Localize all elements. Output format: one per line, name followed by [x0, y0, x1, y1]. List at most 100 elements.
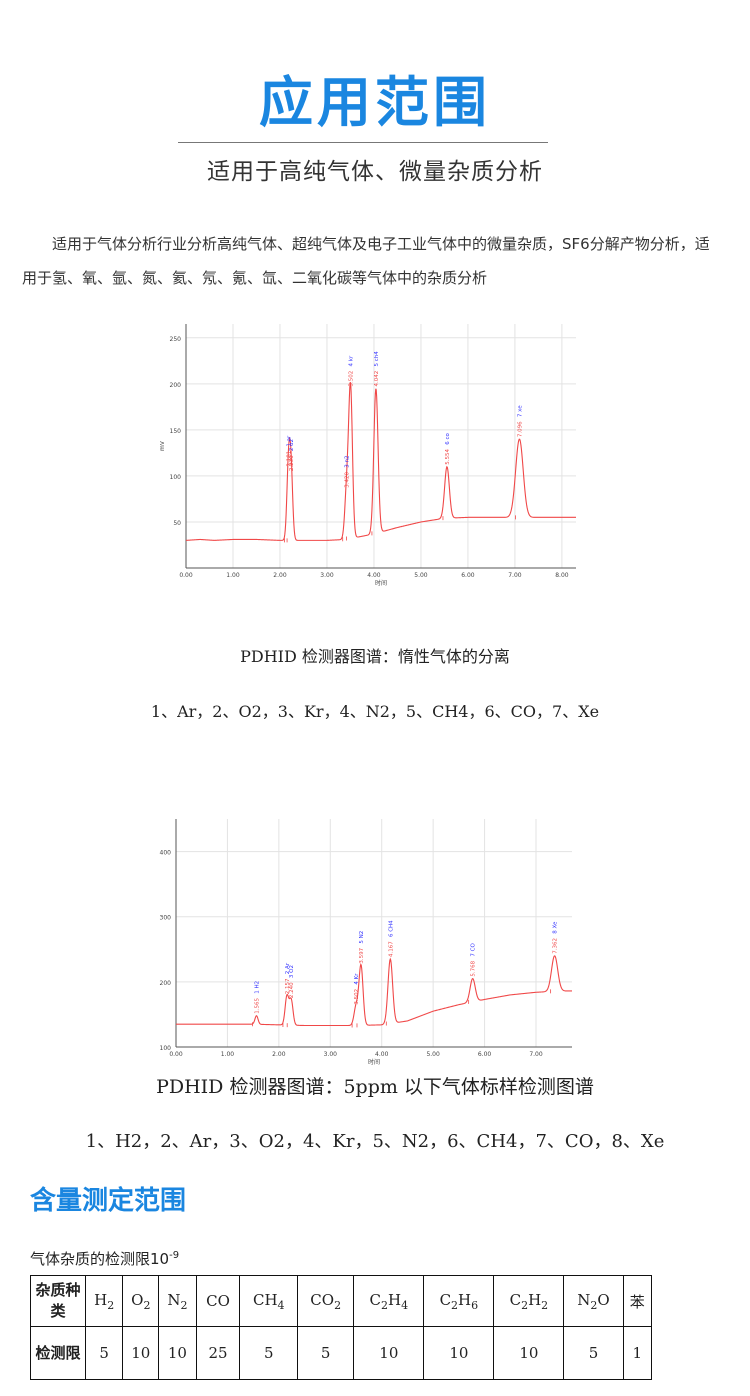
chromatogram-trace [176, 955, 572, 1027]
page-title: 应用范围 [259, 71, 491, 134]
title-divider [178, 142, 548, 143]
row-head-species: 杂质种类 [30, 1275, 86, 1327]
species-subscript: 6 [471, 1298, 479, 1312]
x-tick-label: 1.00 [226, 572, 240, 579]
x-tick-label: 7.00 [529, 1051, 543, 1058]
species-text: N [577, 1290, 591, 1309]
peak-name-label: 5 N2 [359, 931, 365, 944]
peak-name-label: 1 ar [286, 435, 292, 447]
species-subscript: 2 [451, 1298, 459, 1312]
x-tick-label: 2.00 [273, 572, 287, 579]
peak-name-label: 6 CH4 [388, 920, 394, 937]
x-tick-label: 5.00 [426, 1051, 440, 1058]
limit-cell: 5 [84, 1326, 124, 1380]
limit-cell: 5 [563, 1326, 624, 1380]
peak-name-label: 7 CO [471, 943, 477, 957]
species-text: CO [206, 1292, 230, 1310]
species-cell: CO2 [297, 1275, 355, 1327]
species-text: 苯 [629, 1292, 645, 1311]
x-tick-label: 4.00 [367, 572, 381, 579]
intro-paragraph: 适用于气体分析行业分析高纯气体、超纯气体及电子工业气体中的微量杂质，SF6分解产… [22, 235, 710, 287]
species-text: H [94, 1290, 108, 1309]
peak-rt-label: 3.597 [359, 947, 365, 963]
chromatogram-1: 50 100 150 200 250 0.00 1.00 2.00 3.00 4.00 5.00 6.… [159, 318, 580, 587]
species-cell: CH4 [239, 1275, 299, 1327]
peak-rt-label: 4.167 [388, 941, 394, 957]
table-caption-text: 气体杂质的检测限10 [30, 1250, 170, 1268]
species-subscript: 2 [334, 1298, 342, 1312]
chart2-caption: PDHID 检测器图谱：5ppm 以下气体标样检测图谱 [156, 1076, 594, 1098]
table-row-species: 杂质种类 H2 O2 N2 CO CH4 CO2 C2H4 C2H6 C2H2 N2O 苯 [30, 1275, 653, 1327]
chromatogram-2-svg: 100 200 300 400 0.00 1.00 2.00 3.00 4.00 5.00 6.00… [160, 819, 572, 1066]
species-subscript: 2 [541, 1298, 549, 1312]
peak-name-label: 1 H2 [254, 981, 260, 994]
y-tick-label: 150 [170, 428, 182, 435]
species-cell: C2H4 [353, 1275, 425, 1327]
peak-name-label: 4 kr [349, 355, 355, 366]
x-tick-label: 1.00 [221, 1051, 235, 1058]
species-text: C [509, 1290, 522, 1309]
x-tick-label: 2.00 [272, 1051, 286, 1058]
table-caption-exponent: -9 [169, 1250, 180, 1261]
peak-rt-label: 4.042 [374, 371, 380, 387]
species-cell: N2 [158, 1275, 197, 1327]
chart1-peak-list: 1、Ar，2、O2，3、Kr，4、N2，5、CH4，6、CO，7、Xe [150, 702, 600, 721]
y-tick-label: 200 [160, 980, 172, 987]
table-caption: 气体杂质的检测限10-9 [30, 1248, 179, 1269]
peak-name-label: 8 Xe [553, 921, 559, 934]
species-text: N [167, 1290, 181, 1309]
y-tick-label: 100 [170, 474, 182, 481]
x-tick-label: 6.00 [478, 1051, 492, 1058]
x-tick-label: 7.00 [508, 572, 522, 579]
species-cell: C2H2 [493, 1275, 565, 1327]
y-tick-label: 400 [160, 850, 172, 857]
chromatogram-2: 100 200 300 400 0.00 1.00 2.00 3.00 4.00 5.00 6.00… [150, 815, 576, 1070]
species-subscript: 2 [180, 1298, 188, 1312]
peak-name-label: 7 xe [517, 405, 523, 417]
peak-name-label: 6 co [445, 432, 451, 444]
species-text: O [131, 1290, 144, 1309]
peak-rt-label: 2.240 [289, 982, 295, 998]
species-subscript: 4 [401, 1298, 409, 1312]
chart2-peak-list: 1、H2，2、Ar，3、O2，4、Kr，5、N2，6、CH4，7、CO，8、Xe [85, 1131, 665, 1152]
peak-name-label: 5 ch4 [374, 351, 380, 367]
x-tick-label: 8.00 [555, 572, 569, 579]
limit-cell: 10 [158, 1326, 197, 1380]
peak-name-label: 3 O2 [289, 965, 295, 978]
species-cell: N2O [563, 1275, 624, 1327]
species-subscript: 4 [277, 1298, 285, 1312]
species-cell: H2 [84, 1275, 124, 1327]
species-cell: CO [195, 1275, 241, 1327]
y-tick-label: 250 [170, 336, 182, 343]
species-subscript: 2 [107, 1298, 115, 1312]
peak-rt-label: 5.554 [445, 448, 451, 464]
peak-rt-label: 5.768 [471, 960, 477, 976]
peak-rt-label: 3.502 [349, 371, 355, 387]
species-text: C [439, 1290, 452, 1309]
chart1-caption: PDHID 检测器图谱：惰性气体的分离 [240, 647, 510, 666]
species-text: O [597, 1290, 610, 1309]
species-cell: O2 [122, 1275, 160, 1327]
y-tick-label: 50 [173, 520, 181, 527]
peak-rt-label: 7.096 [517, 421, 523, 437]
x-tick-label: 3.00 [320, 572, 334, 579]
limit-cell: 25 [195, 1326, 241, 1380]
limit-cell: 10 [493, 1326, 565, 1380]
species-text: C [369, 1290, 382, 1309]
x-axis-label: 时间 [375, 579, 387, 586]
peak-rt-label: 2.236 [289, 455, 295, 471]
peak-rt-label: 3.420 [345, 471, 351, 487]
species-text: CH [252, 1290, 278, 1309]
y-tick-label: 300 [160, 915, 172, 922]
detection-limit-table: 杂质种类 H2 O2 N2 CO CH4 CO2 C2H4 C2H6 C2H2 N2O 苯 检测限 … [30, 1275, 653, 1380]
peak-name-label: 3 n2 [345, 456, 351, 468]
y-tick-label: 100 [160, 1045, 172, 1052]
row-head-limit: 检测限 [30, 1326, 86, 1380]
x-tick-label: 5.00 [414, 572, 428, 579]
x-tick-label: 4.00 [375, 1051, 389, 1058]
limit-cell: 10 [423, 1326, 495, 1380]
peak-rt-label: 2.181 [286, 451, 292, 467]
table-row-limit: 检测限 5 10 10 25 5 5 10 10 10 5 1 [30, 1326, 653, 1380]
peak-rt-label: 1.565 [254, 997, 260, 1013]
species-cell: C2H6 [423, 1275, 495, 1327]
